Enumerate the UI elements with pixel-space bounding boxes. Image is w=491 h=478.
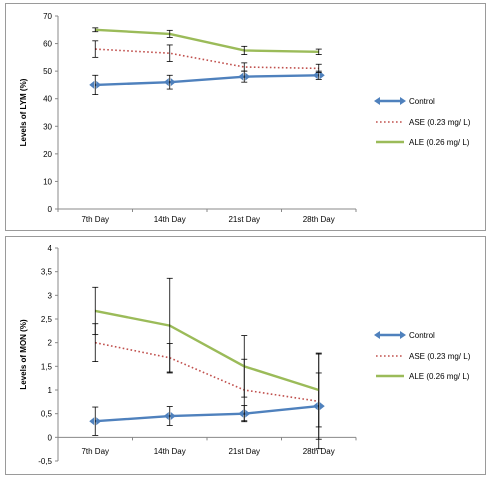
mon-series-control-line (95, 404, 319, 423)
lym-series-control-marker-left (163, 78, 169, 87)
lym-series-ase-0-23-mg-l (92, 40, 322, 73)
lym-x-tick-label: 28th Day (303, 215, 335, 224)
lym-series-control-marker-left (312, 71, 318, 80)
mon-y-axis-title: Levels of MON (%) (19, 319, 28, 390)
mon-chart-panel: -0,5 0 0,5 1 1,5 2 2,5 3 3,5 4 7th Day 14th Day 21st… (5, 236, 486, 475)
lym-y-tick-label: 60 (43, 40, 52, 49)
lym-x-tick-label: 14th Day (154, 215, 186, 224)
lym-chart: 0 10 20 30 40 50 60 70 7th Day 14th Day 21st Day 28… (19, 12, 471, 224)
lym-x-tick-label: 21st Day (228, 215, 260, 224)
lym-series-ase-0-23-mg-l-line (95, 48, 319, 70)
mon-legend-arrow-right (400, 331, 406, 339)
mon-y-tick-label: 3 (48, 291, 53, 300)
mon-series-control-marker-left (312, 402, 318, 411)
mon-y-tick-label: 2,5 (41, 315, 53, 324)
mon-x-tick-label: 21st Day (228, 447, 260, 456)
lym-legend-arrow-left (374, 97, 380, 105)
mon-series-control-marker-left (89, 417, 95, 426)
lym-y-tick-label: 10 (43, 177, 52, 186)
lym-series-control-marker-right (170, 78, 176, 87)
mon-legend-arrow-left (374, 331, 380, 339)
mon-x-tick-label: 7th Day (81, 447, 109, 456)
mon-y-tick-label: 1,5 (41, 362, 53, 371)
mon-series-ale-0-26-mg-l-line (95, 309, 320, 392)
lym-series-ale-0-26-mg-l-line (95, 28, 319, 54)
mon-y-tick-label: -0,5 (38, 457, 52, 466)
lym-y-axis-title: Levels of LYM (%) (19, 78, 28, 146)
mon-legend-label-control: Control (409, 331, 435, 340)
mon-y-tick-label: 3,5 (41, 268, 53, 277)
mon-x-tick-label: 28th Day (303, 447, 335, 456)
mon-series-ase-0-23-mg-l (92, 323, 322, 450)
lym-series-ale-0-26-mg-l (92, 27, 322, 55)
mon-series-control-marker-right (96, 417, 102, 426)
lym-series-control-line (95, 74, 319, 87)
lym-legend-label-ase-0-23-mg-l: ASE (0.23 mg/ L) (409, 118, 471, 127)
lym-y-tick-label: 20 (43, 150, 52, 159)
lym-chart-panel: 0 10 20 30 40 50 60 70 7th Day 14th Day 21st Day 28… (5, 3, 486, 231)
mon-series-ale-0-26-mg-l (92, 277, 322, 428)
mon-y-tick-label: 4 (48, 244, 53, 253)
lym-series-control-marker-left (238, 72, 244, 81)
lym-legend-label-ale-0-26-mg-l: ALE (0.26 mg/ L) (409, 138, 470, 147)
lym-legend-label-control: Control (409, 97, 435, 106)
lym-series-control-marker-right (319, 71, 325, 80)
mon-series-control-marker-right (245, 409, 251, 418)
lym-y-tick-label: 50 (43, 67, 52, 76)
mon-legend-label-ase-0-23-mg-l: ASE (0.23 mg/ L) (409, 352, 471, 361)
mon-series-ase-0-23-mg-l-line (95, 341, 319, 403)
mon-series-control-marker-left (238, 409, 244, 418)
lym-series-control-marker-right (96, 80, 102, 89)
mon-y-tick-label: 0 (48, 433, 53, 442)
mon-series-control-marker-right (319, 402, 325, 411)
lym-y-tick-label: 40 (43, 95, 52, 104)
mon-x-tick-label: 14th Day (154, 447, 186, 456)
mon-series-control (89, 372, 325, 440)
mon-y-tick-label: 1 (48, 386, 53, 395)
mon-y-tick-label: 0,5 (41, 410, 53, 419)
lym-series-control-marker-right (245, 72, 251, 81)
mon-legend-label-ale-0-26-mg-l: ALE (0.26 mg/ L) (409, 372, 470, 381)
lym-x-tick-label: 7th Day (81, 215, 109, 224)
lym-y-tick-label: 70 (43, 12, 52, 21)
mon-series-control-marker-right (170, 412, 176, 421)
mon-chart: -0,5 0 0,5 1 1,5 2 2,5 3 3,5 4 7th Day 14th Day 21st… (19, 244, 471, 466)
lym-y-tick-label: 30 (43, 122, 52, 131)
lym-y-tick-label: 0 (48, 205, 53, 214)
mon-y-tick-label: 2 (48, 339, 53, 348)
lym-legend-arrow-right (400, 97, 406, 105)
lym-series-control-marker-left (89, 80, 95, 89)
lym-series-control (89, 70, 325, 95)
mon-series-control-marker-left (163, 412, 169, 421)
